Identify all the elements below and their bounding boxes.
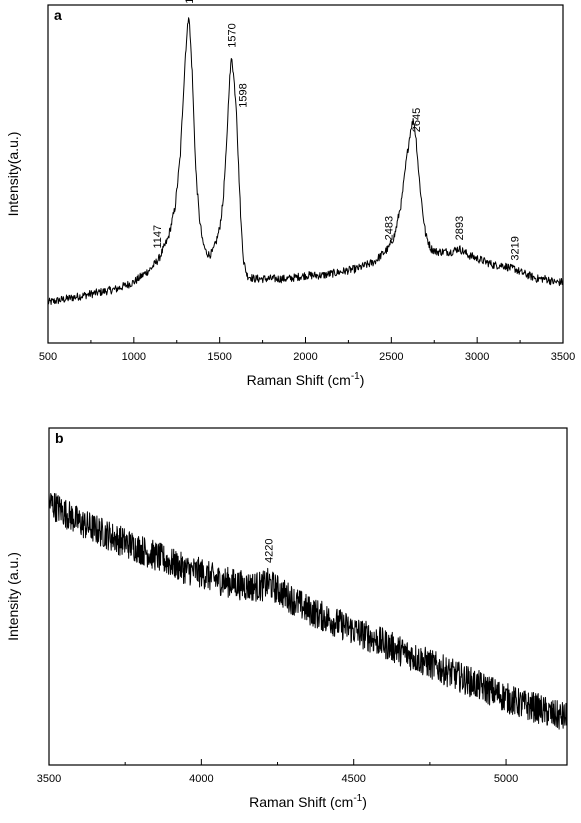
peak-label: 2483: [383, 216, 395, 240]
x-tick-label: 4500: [341, 773, 365, 785]
x-axis-label: Raman Shift (cm-1): [247, 371, 365, 388]
panel-label: a: [54, 7, 62, 23]
chart-panel-b: b 3500 4000 4500 5000 Raman Shift (cm-1) Inten…: [5, 427, 568, 810]
x-tick-label: 1000: [122, 351, 146, 363]
peak-label: 4220: [263, 539, 275, 563]
x-tick-label: 5000: [494, 773, 518, 785]
plot-frame: [48, 427, 568, 766]
x-axis-label-end: ): [362, 794, 367, 810]
x-tick-label: 3500: [551, 351, 575, 363]
peak-label: 2893: [454, 216, 466, 240]
panel-label: b: [55, 430, 64, 446]
x-axis-label: Raman Shift (cm-1): [249, 793, 367, 810]
x-axis-label-text: Raman Shift (cm: [247, 372, 351, 388]
peak-label: 1320: [184, 0, 196, 4]
x-axis-label-end: ): [360, 372, 365, 388]
x-axis-label-superscript: -1: [351, 371, 360, 382]
peak-label: 2645: [411, 108, 423, 132]
x-tick-label: 3000: [465, 351, 489, 363]
x-axis-label-superscript: -1: [353, 793, 362, 804]
y-axis-label: Intensity(a.u.): [5, 132, 21, 217]
peak-label: 1598: [237, 83, 249, 107]
peak-label: 1570: [227, 23, 239, 47]
peak-label: 1147: [152, 225, 164, 249]
y-axis-label: Intensity (a.u.): [5, 552, 21, 641]
x-tick-label: 3500: [37, 773, 61, 785]
x-tick-label: 500: [39, 351, 57, 363]
spectrum-line: [48, 493, 568, 730]
peak-label: 3219: [510, 236, 522, 260]
x-tick-label: 1500: [207, 351, 231, 363]
chart-panel-a: a 500 1000 1500 2000 2500 3000 3500 Raman Shift …: [5, 0, 575, 388]
x-tick-label: 2500: [379, 351, 403, 363]
x-tick-label: 2000: [293, 351, 317, 363]
x-axis-label-text: Raman Shift (cm: [249, 794, 353, 810]
plot-frame: [47, 4, 564, 344]
spectrum-line: [47, 17, 564, 305]
x-tick-label: 4000: [189, 773, 213, 785]
